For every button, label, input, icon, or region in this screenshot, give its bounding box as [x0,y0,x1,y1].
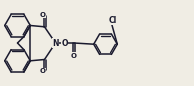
Text: O: O [40,68,46,74]
Text: O: O [61,39,68,47]
Text: O: O [71,52,77,58]
Text: O: O [40,12,46,18]
Text: N: N [52,39,59,47]
Text: Cl: Cl [109,16,117,25]
